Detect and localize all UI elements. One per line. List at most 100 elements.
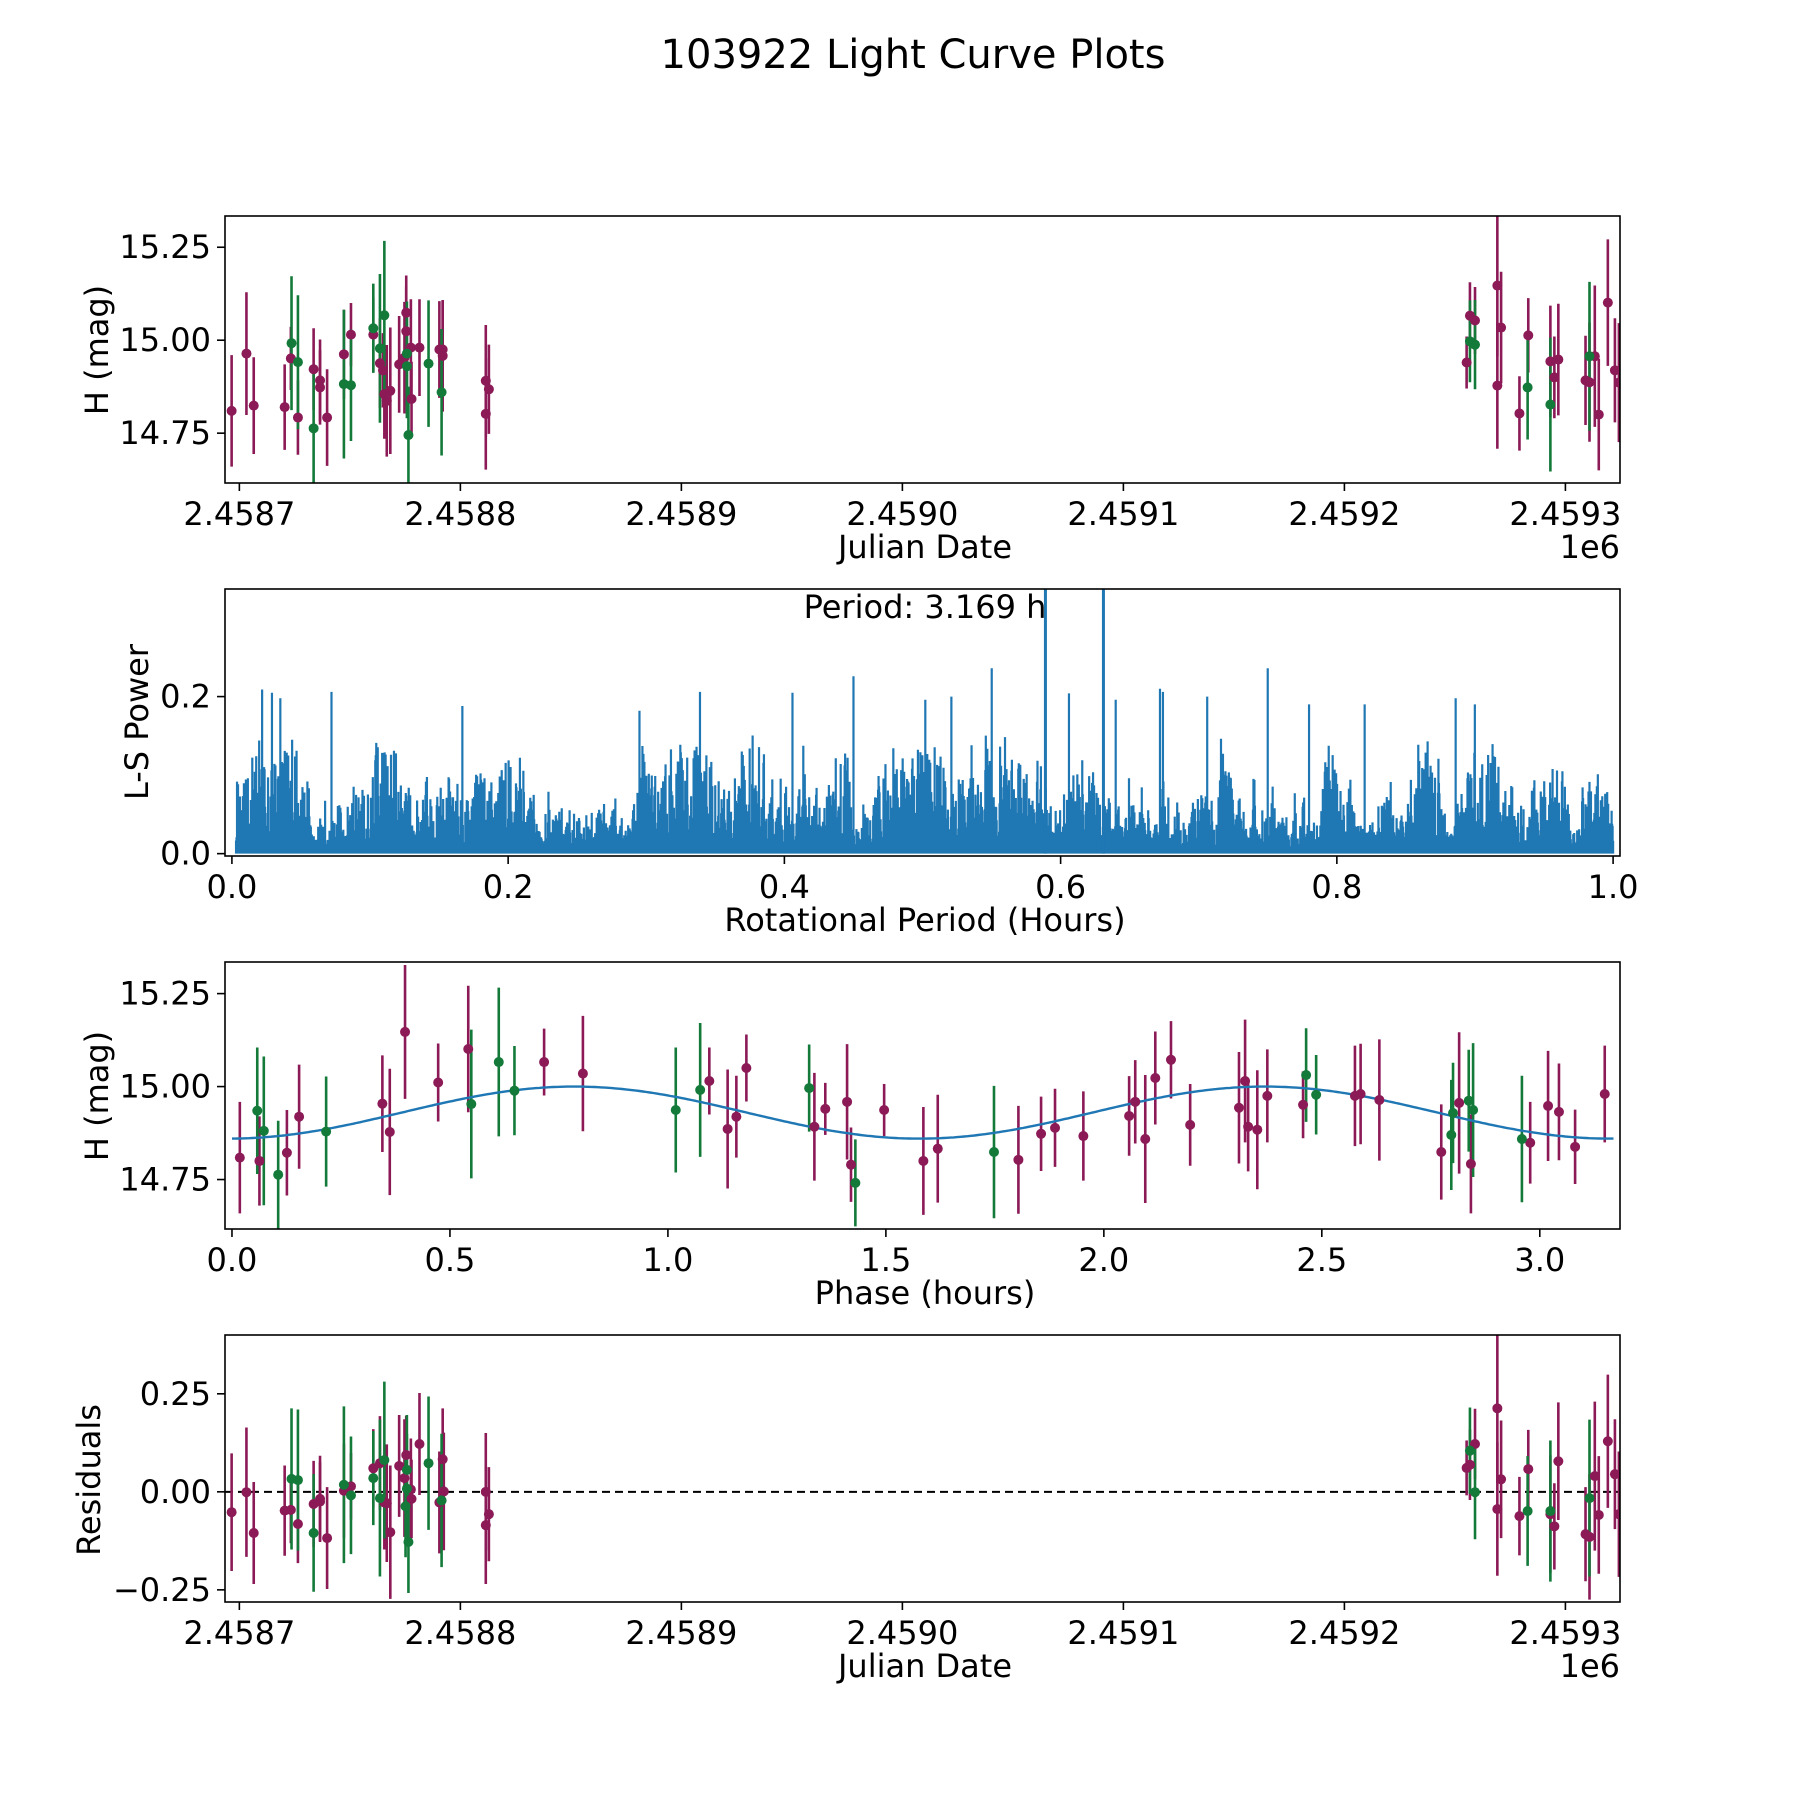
data-point [379,1455,390,1466]
periodogram-x-label: Rotational Period (Hours) [724,901,1125,939]
data-point [1553,1456,1564,1467]
data-point [1525,1137,1536,1148]
data-point [378,365,389,376]
y-tick-label: 0.00 [140,1473,211,1511]
data-point [252,1105,263,1116]
residuals-frame [224,1334,1621,1603]
data-point [437,350,448,361]
x-tick-label: 0.0 [207,1241,258,1279]
data-point [414,1438,425,1449]
data-point [1470,1487,1481,1498]
data-point [1446,1129,1457,1140]
y-tick-label: 14.75 [119,1161,211,1199]
data-point [273,1169,284,1180]
data-point [394,1460,405,1471]
periodogram-y-ticks: 0.0 0.2 [160,678,225,873]
data-point [338,1479,349,1490]
data-point [1468,1105,1479,1116]
data-point [1461,357,1472,368]
x-tick-label: 3.0 [1514,1241,1565,1279]
x-tick-label: 2.4588 [404,495,516,533]
data-point [1436,1147,1447,1158]
data-point [285,1504,296,1515]
data-point [437,1454,448,1465]
data-point [1240,1075,1251,1086]
data-point [1599,1089,1610,1100]
data-point [842,1096,853,1107]
data-point [1543,1100,1554,1111]
data-point [722,1123,733,1134]
data-point [1549,372,1560,383]
data-point [539,1057,550,1068]
data-point [1470,315,1481,326]
lightcurve-y-ticks: 14.75 15.00 15.25 [119,228,225,452]
residuals-axes: 2.4587 2.4588 2.4589 2.4590 2.4591 2.4592 2.45… [70,1334,1621,1685]
data-point [1013,1154,1024,1165]
data-point [1492,280,1503,291]
data-point [1233,1102,1244,1113]
data-point [1301,1070,1312,1081]
phased-axes: 0.0 0.5 1.0 1.5 2.0 2.5 3.0 14.75 15.00 15.25 Ph… [78,961,1621,1312]
data-point [381,1498,392,1509]
data-point [1589,1471,1600,1482]
data-point [731,1111,742,1122]
data-point [1124,1110,1135,1121]
lightcurve-y-label: H (mag) [78,285,116,415]
phased-y-label: H (mag) [78,1031,116,1161]
data-point [1355,1089,1366,1100]
data-point [820,1103,831,1114]
data-point [292,1518,303,1529]
data-point [1465,1158,1476,1169]
x-tick-label: 2.4591 [1067,1614,1179,1652]
data-point [414,342,425,353]
data-point [695,1084,706,1095]
data-point [1492,1403,1503,1414]
data-point [345,1490,356,1501]
x-tick-label: 1.5 [860,1241,911,1279]
data-point [379,310,390,321]
residuals-y-ticks: −0.25 0.00 0.25 [113,1375,225,1609]
data-point [322,412,333,423]
periodogram-data [234,589,1615,854]
phased-x-ticks: 0.0 0.5 1.0 1.5 2.0 2.5 3.0 [207,1229,1565,1279]
lightcurve-x-label: Julian Date [836,528,1012,566]
data-point [403,430,414,441]
data-point [1609,365,1620,376]
data-point [385,1527,396,1538]
phased-frame [224,961,1621,1230]
data-point [577,1068,588,1079]
x-tick-label: 0.6 [1035,868,1086,906]
data-point [377,1098,388,1109]
x-tick-label: 2.4593 [1509,495,1621,533]
data-point [248,400,259,411]
data-point [226,405,237,416]
data-point [846,1159,857,1170]
periodogram-frame [224,588,1621,857]
phased-y-ticks: 14.75 15.00 15.25 [119,975,225,1199]
data-point [315,1496,326,1507]
x-tick-label: 2.5 [1296,1241,1347,1279]
data-point [483,384,494,395]
data-point [241,1487,252,1498]
data-point [879,1105,890,1116]
x-tick-label: 2.4588 [404,1614,516,1652]
data-point [315,375,326,386]
data-point [1514,408,1525,419]
data-point [1545,356,1556,367]
data-point [1584,377,1595,388]
x-tick-label: 2.4593 [1509,1614,1621,1652]
data-point [1593,409,1604,420]
data-point [368,323,379,334]
data-point [1584,1493,1595,1504]
data-point [1492,1504,1503,1515]
data-point [292,412,303,423]
x-tick-label: 2.4591 [1067,495,1179,533]
data-point [1553,1106,1564,1117]
data-point [1311,1089,1322,1100]
data-point [1496,322,1507,333]
x-tick-label: 2.4589 [625,495,737,533]
data-point [1545,399,1556,410]
data-point [1298,1099,1309,1110]
residuals-x-label: Julian Date [836,1647,1012,1685]
data-point [436,1495,447,1506]
